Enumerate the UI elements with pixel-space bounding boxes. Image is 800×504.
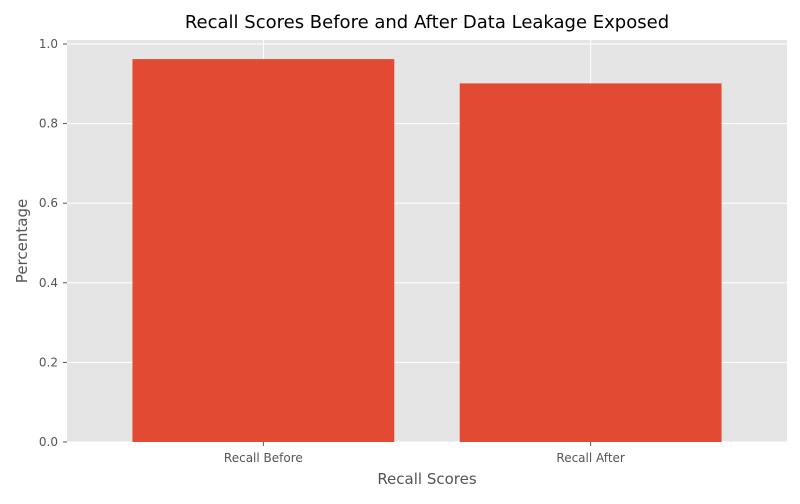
chart-title: Recall Scores Before and After Data Leak… (185, 12, 669, 33)
y-tick-label: 1.0 (39, 37, 58, 51)
y-tick-label: 0.6 (39, 196, 58, 210)
axis-ticks: 0.0 0.2 0.4 0.6 0.8 1.0 Recall Before Recall Af… (39, 37, 625, 465)
y-tick-label: 0.4 (39, 276, 58, 290)
bar-recall-after (459, 83, 722, 442)
y-tick-label: 0.8 (39, 117, 58, 131)
y-axis-label: Percentage (13, 199, 31, 283)
x-tick-label: Recall After (556, 451, 624, 465)
y-tick-label: 0.2 (39, 355, 58, 369)
x-axis-label: Recall Scores (377, 470, 477, 488)
x-tick-label: Recall Before (224, 451, 303, 465)
bars (132, 59, 722, 442)
y-tick-label: 0.0 (39, 435, 58, 449)
bar-recall-before (132, 59, 395, 442)
